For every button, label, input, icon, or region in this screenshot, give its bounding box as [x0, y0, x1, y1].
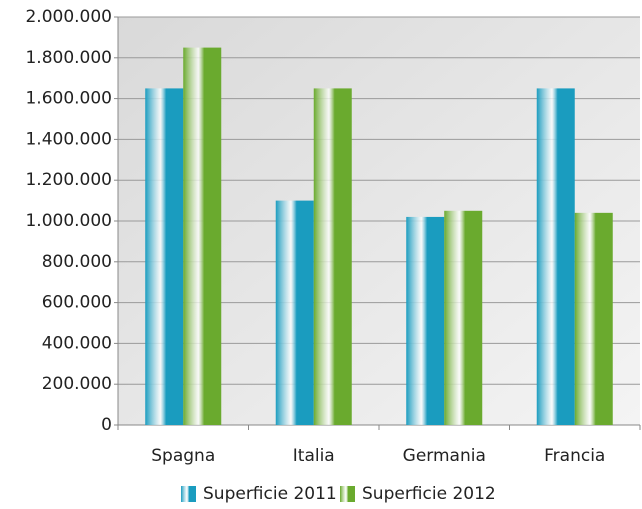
bar [574, 212, 613, 425]
legend-swatch [340, 486, 355, 502]
bar [275, 200, 314, 425]
y-tick-label: 2.000.000 [25, 7, 112, 27]
bar [406, 216, 445, 425]
y-tick-label: 1.800.000 [25, 48, 112, 68]
y-tick-label: 400.000 [42, 333, 112, 353]
x-tick-label: Italia [293, 446, 335, 466]
bar [444, 210, 483, 425]
legend-swatch [181, 486, 196, 502]
y-tick-label: 1.600.000 [25, 89, 112, 109]
y-tick-label: 600.000 [42, 293, 112, 313]
x-tick-label: Spagna [151, 446, 215, 466]
y-tick-label: 1.400.000 [25, 129, 112, 149]
y-tick-label: 800.000 [42, 252, 112, 272]
y-tick-label: 200.000 [42, 374, 112, 394]
bar [183, 47, 222, 425]
x-tick-label: Germania [403, 446, 486, 466]
y-tick-label: 0 [101, 415, 112, 435]
y-tick-label: 1.000.000 [25, 211, 112, 231]
legend-label: Superficie 2011 [203, 484, 337, 504]
bar [313, 88, 352, 426]
legend-label: Superficie 2012 [362, 484, 496, 504]
x-tick-label: Francia [544, 446, 605, 466]
y-tick-label: 1.200.000 [25, 170, 112, 190]
bar [536, 88, 575, 426]
bar [145, 88, 184, 426]
